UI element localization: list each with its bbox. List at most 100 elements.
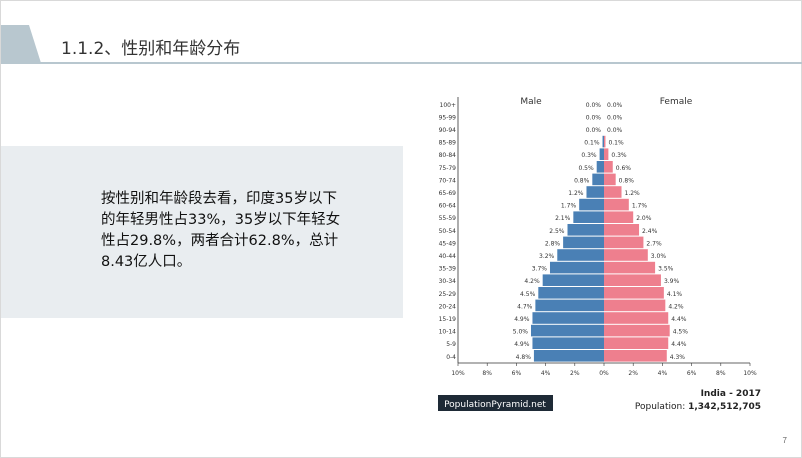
female-value-35-39: 3.5% bbox=[658, 266, 674, 273]
male-value-60-64: 1.7% bbox=[561, 203, 577, 210]
title-accent-tab bbox=[1, 25, 41, 63]
male-value-30-34: 4.2% bbox=[524, 278, 540, 285]
age-label-80-84: 80-84 bbox=[439, 152, 457, 159]
x-tick-label: 0% bbox=[599, 370, 609, 377]
male-bar-5-9 bbox=[532, 337, 604, 349]
female-value-15-19: 4.4% bbox=[671, 316, 687, 323]
female-bar-5-9 bbox=[604, 337, 669, 349]
age-label-100+: 100+ bbox=[440, 102, 456, 109]
slide-title: 1.1.2、性别和年龄分布 bbox=[61, 39, 241, 59]
age-label-15-19: 15-19 bbox=[439, 316, 457, 323]
female-bar-65-69 bbox=[604, 186, 622, 198]
female-bar-15-19 bbox=[604, 312, 669, 324]
female-value-45-49: 2.7% bbox=[646, 240, 662, 247]
x-tick-label: 2% bbox=[570, 370, 580, 377]
page-number: 7 bbox=[782, 436, 787, 445]
male-bar-85-89 bbox=[602, 135, 604, 148]
male-value-50-54: 2.5% bbox=[549, 228, 565, 235]
female-value-90-94: 0.0% bbox=[607, 127, 623, 134]
country-year: India - 2017 bbox=[701, 389, 761, 399]
female-value-95-99: 0.0% bbox=[607, 114, 623, 121]
male-bar-25-29 bbox=[538, 287, 604, 299]
female-value-5-9: 4.4% bbox=[671, 341, 687, 348]
female-bar-75-79 bbox=[604, 161, 613, 173]
female-bar-60-64 bbox=[604, 198, 629, 211]
age-label-50-54: 50-54 bbox=[439, 228, 457, 235]
female-bar-25-29 bbox=[604, 287, 664, 299]
male-bar-15-19 bbox=[532, 312, 604, 324]
x-tick-label: 6% bbox=[512, 370, 522, 377]
bars bbox=[531, 135, 670, 362]
male-value-95-99: 0.0% bbox=[586, 114, 602, 121]
male-value-25-29: 4.5% bbox=[520, 291, 536, 298]
age-label-70-74: 70-74 bbox=[439, 177, 457, 184]
age-label-95-99: 95-99 bbox=[439, 114, 457, 121]
age-label-25-29: 25-29 bbox=[439, 291, 457, 298]
female-bar-55-59 bbox=[604, 211, 634, 223]
age-label-20-24: 20-24 bbox=[439, 303, 457, 310]
x-tick-label: 10% bbox=[451, 370, 465, 377]
age-label-35-39: 35-39 bbox=[439, 266, 457, 273]
male-value-70-74: 0.8% bbox=[574, 177, 590, 184]
female-value-100+: 0.0% bbox=[607, 102, 623, 109]
male-value-75-79: 0.5% bbox=[578, 165, 594, 172]
female-bar-40-44 bbox=[604, 249, 648, 261]
title-bar: 1.1.2、性别和年龄分布 bbox=[1, 25, 802, 64]
age-label-10-14: 10-14 bbox=[439, 329, 457, 336]
male-value-100+: 0.0% bbox=[586, 102, 602, 109]
age-label-85-89: 85-89 bbox=[439, 140, 457, 147]
age-label-45-49: 45-49 bbox=[439, 240, 457, 247]
male-bar-60-64 bbox=[579, 198, 604, 211]
male-value-15-19: 4.9% bbox=[514, 316, 530, 323]
x-tick-label: 10% bbox=[743, 370, 757, 377]
text-panel bbox=[1, 146, 403, 318]
female-bar-45-49 bbox=[604, 236, 644, 249]
male-value-65-69: 1.2% bbox=[568, 190, 584, 197]
female-value-65-69: 1.2% bbox=[625, 190, 641, 197]
female-value-50-54: 2.4% bbox=[642, 228, 658, 235]
age-label-65-69: 65-69 bbox=[439, 190, 457, 197]
female-bar-70-74 bbox=[604, 173, 616, 186]
male-bar-30-34 bbox=[542, 274, 604, 286]
age-label-40-44: 40-44 bbox=[439, 253, 457, 260]
age-label-30-34: 30-34 bbox=[439, 278, 457, 285]
female-value-10-14: 4.5% bbox=[673, 329, 689, 336]
title-underline bbox=[1, 62, 802, 64]
male-bar-20-24 bbox=[535, 299, 604, 312]
x-tick-label: 4% bbox=[541, 370, 551, 377]
male-bar-80-84 bbox=[599, 148, 604, 160]
population-value: 1,342,512,705 bbox=[688, 402, 761, 412]
x-tick-label: 4% bbox=[658, 370, 668, 377]
male-bar-55-59 bbox=[573, 211, 604, 223]
age-label-5-9: 5-9 bbox=[446, 341, 456, 348]
male-value-35-39: 3.7% bbox=[532, 266, 548, 273]
female-bar-85-89 bbox=[604, 135, 606, 148]
female-bar-35-39 bbox=[604, 261, 656, 274]
female-value-40-44: 3.0% bbox=[651, 253, 667, 260]
female-bar-0-4 bbox=[604, 350, 667, 362]
legend-male: Male bbox=[520, 97, 542, 107]
population-pyramid-chart: 100+ 0.0% 0.0% 95-99 0.0% 0.0% 90-94 0.0% 0.0% 85… bbox=[406, 89, 778, 417]
male-bar-40-44 bbox=[557, 249, 604, 261]
female-bar-20-24 bbox=[604, 299, 666, 312]
male-value-45-49: 2.8% bbox=[545, 240, 561, 247]
tick-labels: 10% 8% 6% 4% 2% 0% 2% 4% 6% 8% 10% bbox=[451, 363, 757, 377]
x-tick-label: 8% bbox=[482, 370, 492, 377]
population-text: Population: 1,342,512,705 bbox=[635, 402, 761, 412]
female-value-60-64: 1.7% bbox=[632, 203, 648, 210]
x-tick-label: 8% bbox=[716, 370, 726, 377]
male-bar-70-74 bbox=[592, 173, 604, 186]
female-value-20-24: 4.2% bbox=[668, 303, 684, 310]
female-value-0-4: 4.3% bbox=[670, 354, 686, 361]
male-value-55-59: 2.1% bbox=[555, 215, 571, 222]
chart-svg: 100+ 0.0% 0.0% 95-99 0.0% 0.0% 90-94 0.0% 0.0% 85… bbox=[438, 97, 761, 412]
male-value-80-84: 0.3% bbox=[581, 152, 597, 159]
source-badge bbox=[438, 395, 553, 411]
female-value-75-79: 0.6% bbox=[616, 165, 632, 172]
male-value-5-9: 4.9% bbox=[514, 341, 530, 348]
male-bar-45-49 bbox=[563, 236, 604, 249]
female-bar-10-14 bbox=[604, 324, 670, 337]
age-label-90-94: 90-94 bbox=[439, 127, 457, 134]
source-label: PopulationPyramid.net bbox=[444, 400, 546, 410]
male-value-0-4: 4.8% bbox=[516, 354, 532, 361]
